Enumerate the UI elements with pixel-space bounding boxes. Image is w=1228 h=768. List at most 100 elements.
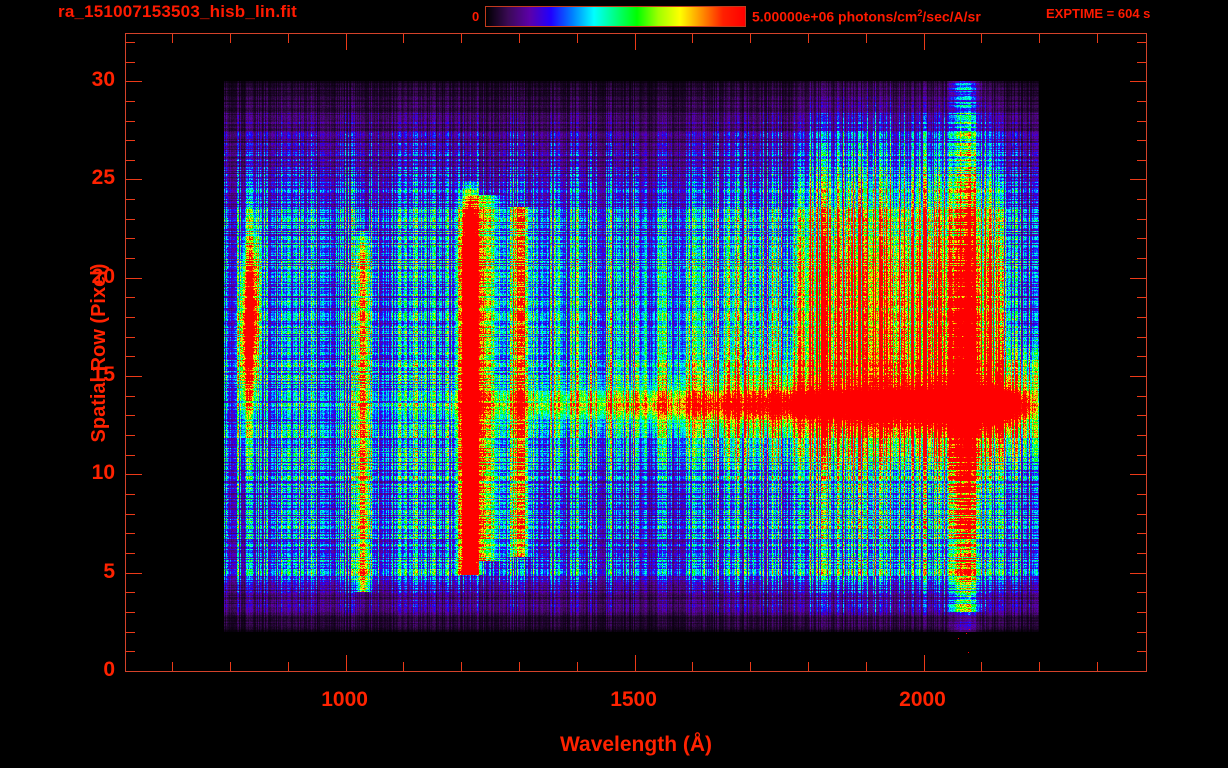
x-tick-label-1500: 1500 xyxy=(610,688,657,711)
y-tick-31 xyxy=(126,62,135,63)
y-axis-title-host: Spatial Row (Pixel) xyxy=(14,33,110,672)
y-tick-right-3 xyxy=(1137,612,1146,613)
x-tick-top-900 xyxy=(288,34,289,43)
y-tick-29 xyxy=(126,101,135,102)
y-tick-right-15 xyxy=(1130,376,1146,377)
y-tick-10 xyxy=(126,474,142,475)
y-tick-13 xyxy=(126,415,135,416)
y-tick-right-30 xyxy=(1130,81,1146,82)
x-tick-top-1000 xyxy=(346,34,347,50)
colorbar-unit-tail: /sec/A/sr xyxy=(922,8,981,25)
x-tick-1700 xyxy=(750,662,751,671)
y-tick-label-25: 25 xyxy=(91,166,115,190)
y-tick-28 xyxy=(126,121,135,122)
x-tick-label-2000: 2000 xyxy=(899,688,946,711)
y-tick-24 xyxy=(126,199,135,200)
x-tick-top-1900 xyxy=(866,34,867,43)
y-tick-32 xyxy=(126,42,135,43)
y-tick-label-20: 20 xyxy=(91,264,115,288)
colorbar-max-label: 5.00000e+06 photons/cm2/sec/A/sr xyxy=(752,8,981,25)
x-tick-top-2300 xyxy=(1097,34,1098,43)
y-tick-12 xyxy=(126,435,135,436)
x-tick-top-800 xyxy=(230,34,231,43)
y-tick-right-12 xyxy=(1137,435,1146,436)
y-tick-7 xyxy=(126,533,135,534)
spectrogram-image xyxy=(126,34,1146,671)
x-tick-top-1100 xyxy=(403,34,404,43)
x-tick-1800 xyxy=(808,662,809,671)
y-tick-5 xyxy=(126,573,142,574)
y-tick-right-7 xyxy=(1137,533,1146,534)
x-tick-1200 xyxy=(461,662,462,671)
y-tick-right-13 xyxy=(1137,415,1146,416)
y-axis-title: Spatial Row (Pixel) xyxy=(87,263,110,442)
y-tick-right-14 xyxy=(1137,396,1146,397)
x-tick-top-700 xyxy=(172,34,173,43)
x-tick-2100 xyxy=(981,662,982,671)
y-tick-14 xyxy=(126,396,135,397)
y-tick-label-0: 0 xyxy=(103,658,115,681)
y-tick-right-29 xyxy=(1137,101,1146,102)
x-tick-700 xyxy=(172,662,173,671)
y-tick-right-2 xyxy=(1137,632,1146,633)
y-tick-right-18 xyxy=(1137,317,1146,318)
x-tick-1300 xyxy=(519,662,520,671)
x-tick-top-1300 xyxy=(519,34,520,43)
y-tick-right-11 xyxy=(1137,455,1146,456)
colorbar-max-value: 5.00000e+06 photons/cm xyxy=(752,8,918,25)
y-tick-right-5 xyxy=(1130,573,1146,574)
x-tick-top-2100 xyxy=(981,34,982,43)
x-tick-1500 xyxy=(635,655,636,671)
x-tick-1400 xyxy=(577,662,578,671)
y-tick-label-30: 30 xyxy=(91,68,115,92)
y-tick-25 xyxy=(126,179,142,180)
y-tick-19 xyxy=(126,297,135,298)
y-tick-4 xyxy=(126,592,135,593)
y-tick-right-21 xyxy=(1137,258,1146,259)
y-tick-15 xyxy=(126,376,142,377)
y-tick-27 xyxy=(126,140,135,141)
x-tick-top-1200 xyxy=(461,34,462,43)
x-tick-label-1000: 1000 xyxy=(321,688,368,711)
x-tick-1600 xyxy=(692,662,693,671)
x-tick-top-1800 xyxy=(808,34,809,43)
colorbar-exponent: 2 xyxy=(917,8,923,18)
y-tick-right-1 xyxy=(1137,651,1146,652)
y-tick-right-31 xyxy=(1137,62,1146,63)
y-tick-2 xyxy=(126,632,135,633)
x-tick-2000 xyxy=(924,655,925,671)
colorbar xyxy=(485,6,746,27)
y-tick-0 xyxy=(126,671,142,672)
y-tick-22 xyxy=(126,238,135,239)
page-title: ra_151007153503_hisb_lin.fit xyxy=(58,2,298,21)
x-tick-2300 xyxy=(1097,662,1098,671)
y-tick-16 xyxy=(126,356,135,357)
x-tick-1000 xyxy=(346,655,347,671)
y-tick-right-16 xyxy=(1137,356,1146,357)
x-tick-top-1600 xyxy=(692,34,693,43)
x-tick-top-2200 xyxy=(1039,34,1040,43)
y-tick-right-25 xyxy=(1130,179,1146,180)
y-tick-right-9 xyxy=(1137,494,1146,495)
spectrogram-plot-area[interactable] xyxy=(125,33,1147,672)
y-tick-20 xyxy=(126,278,142,279)
y-tick-right-26 xyxy=(1137,160,1146,161)
y-tick-21 xyxy=(126,258,135,259)
x-tick-top-1700 xyxy=(750,34,751,43)
y-tick-3 xyxy=(126,612,135,613)
x-tick-900 xyxy=(288,662,289,671)
y-tick-26 xyxy=(126,160,135,161)
y-tick-23 xyxy=(126,219,135,220)
y-tick-right-8 xyxy=(1137,514,1146,515)
y-tick-right-0 xyxy=(1130,671,1146,672)
y-tick-11 xyxy=(126,455,135,456)
y-tick-right-10 xyxy=(1130,474,1146,475)
y-tick-right-19 xyxy=(1137,297,1146,298)
y-tick-18 xyxy=(126,317,135,318)
x-tick-2200 xyxy=(1039,662,1040,671)
y-tick-right-4 xyxy=(1137,592,1146,593)
x-tick-top-1500 xyxy=(635,34,636,50)
y-tick-right-32 xyxy=(1137,42,1146,43)
y-tick-label-15: 15 xyxy=(91,363,115,387)
